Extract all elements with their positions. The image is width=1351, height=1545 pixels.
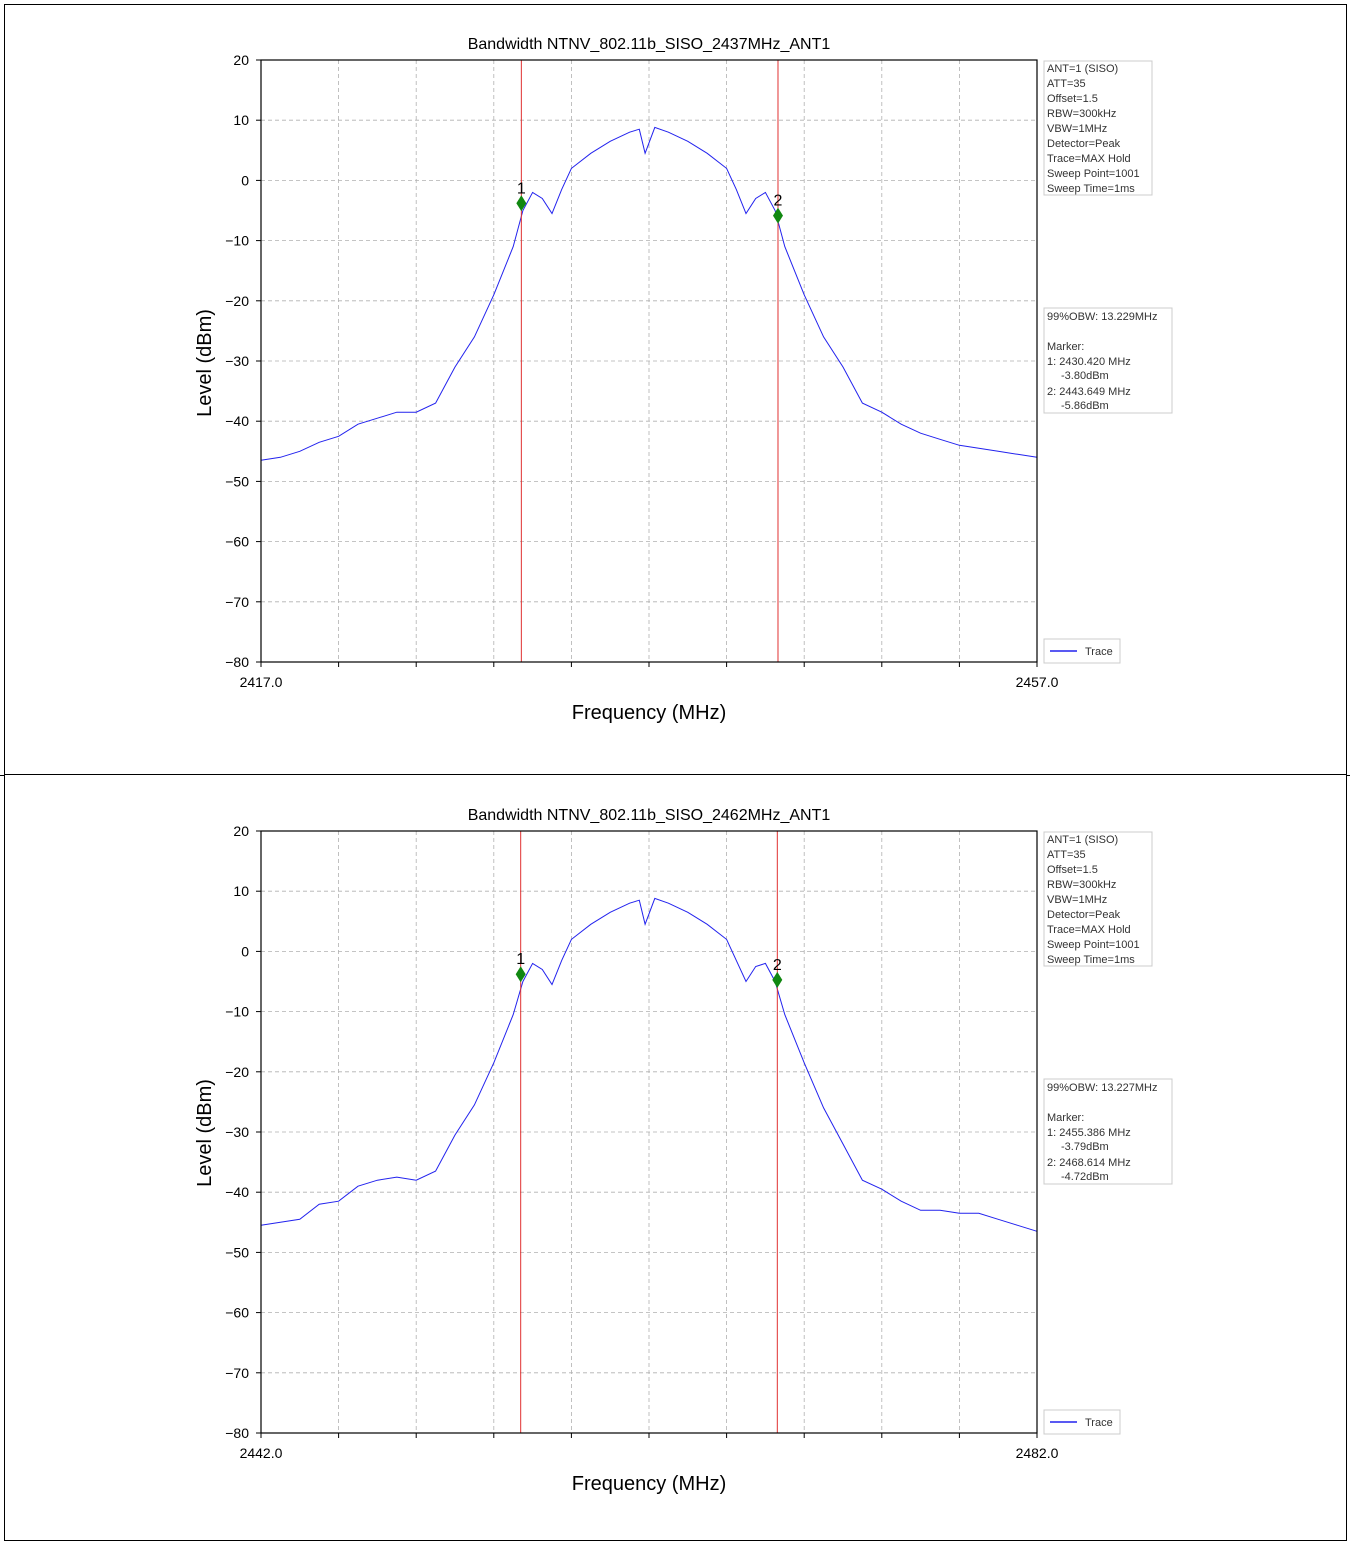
x-tick-label-start: 2442.0 (240, 1445, 283, 1461)
y-tick-label: −70 (225, 594, 249, 610)
y-tick-label: −80 (225, 654, 249, 670)
marker-1-freq: 1: 2430.420 MHz (1047, 356, 1131, 368)
marker-point-1 (515, 966, 526, 983)
settings-line: Sweep Point=1001 (1047, 168, 1140, 180)
x-axis-label: Frequency (MHz) (572, 1473, 726, 1495)
settings-line: Detector=Peak (1047, 138, 1121, 150)
y-tick-labels: 20 10 0 −10 −20 −30 −40 −50 −60 −70 −80 (225, 52, 249, 670)
bandwidth-chart-1: Bandwidth NTNV_802.11b_SISO_2437MHz_ANT1… (194, 36, 1173, 724)
y-tick-label: 10 (233, 883, 249, 899)
marker-point-2 (772, 971, 783, 988)
legend-box: Trace (1043, 1409, 1121, 1435)
x-tick-label-start: 2417.0 (240, 674, 283, 690)
trace-series (260, 126, 1038, 461)
marker-1-freq: 1: 2455.386 MHz (1047, 1127, 1131, 1139)
settings-line: Offset=1.5 (1047, 93, 1098, 105)
y-tick-label: −10 (225, 1004, 249, 1020)
y-tick-label: −40 (225, 413, 249, 429)
legend-label: Trace (1085, 1417, 1113, 1429)
y-tick-label: −60 (225, 534, 249, 550)
settings-line: Sweep Point=1001 (1047, 939, 1140, 951)
y-axis-label: Level (dBm) (194, 309, 216, 417)
settings-line: ATT=35 (1047, 849, 1086, 861)
y-tick-label: −80 (225, 1425, 249, 1441)
marker-heading: Marker: (1047, 1112, 1084, 1124)
obw-box: 99%OBW: 13.227MHz Marker: 1: 2455.386 MH… (1043, 1078, 1173, 1185)
settings-line: Sweep Time=1ms (1047, 183, 1135, 195)
marker-2-level: -5.86dBm (1061, 400, 1109, 412)
settings-line: VBW=1MHz (1047, 894, 1107, 906)
trace-series (260, 897, 1038, 1232)
y-tick-label: −50 (225, 1244, 249, 1260)
marker-label-1: 1 (517, 180, 526, 197)
x-axis-label: Frequency (MHz) (572, 702, 726, 724)
settings-line: Sweep Time=1ms (1047, 954, 1135, 966)
settings-box: ANT=1 (SISO) ATT=35 Offset=1.5 RBW=300kHz VB… (1043, 831, 1153, 967)
plot-frame (260, 830, 1038, 1434)
marker-point-2 (772, 207, 783, 224)
marker-2-freq: 2: 2443.649 MHz (1047, 386, 1131, 398)
y-tick-label: −30 (225, 353, 249, 369)
marker-heading: Marker: (1047, 341, 1084, 353)
legend-box: Trace (1043, 638, 1121, 664)
marker-label-2: 2 (774, 193, 783, 210)
bandwidth-chart-2: Bandwidth NTNV_802.11b_SISO_2462MHz_ANT1… (194, 807, 1173, 1495)
marker-1-level: -3.79dBm (1061, 1141, 1109, 1153)
marker-label-1: 1 (516, 951, 525, 968)
obw-box: 99%OBW: 13.229MHz Marker: 1: 2430.420 MH… (1043, 307, 1173, 414)
x-tick-label-end: 2482.0 (1016, 1445, 1059, 1461)
settings-line: ATT=35 (1047, 78, 1086, 90)
settings-line: RBW=300kHz (1047, 879, 1116, 891)
settings-line: Trace=MAX Hold (1047, 153, 1131, 165)
chart-title: Bandwidth NTNV_802.11b_SISO_2462MHz_ANT1 (468, 807, 831, 824)
grid-lines (256, 830, 1038, 1438)
y-tick-label: −20 (225, 293, 249, 309)
settings-line: Detector=Peak (1047, 909, 1121, 921)
y-tick-label: −60 (225, 1305, 249, 1321)
marker-label-2: 2 (773, 957, 782, 974)
y-tick-label: −30 (225, 1124, 249, 1140)
settings-line: Trace=MAX Hold (1047, 924, 1131, 936)
grid-lines (256, 59, 1038, 667)
y-tick-label: 10 (233, 112, 249, 128)
settings-box: ANT=1 (SISO) ATT=35 Offset=1.5 RBW=300kHz VB… (1043, 60, 1153, 196)
obw-text: 99%OBW: 13.227MHz (1047, 1082, 1157, 1094)
marker-1-level: -3.80dBm (1061, 370, 1109, 382)
y-tick-label: 0 (241, 172, 249, 188)
legend-label: Trace (1085, 646, 1113, 658)
y-tick-label: −10 (225, 233, 249, 249)
y-tick-label: −40 (225, 1184, 249, 1200)
settings-line: ANT=1 (SISO) (1047, 834, 1118, 846)
chart-panel-1: Bandwidth NTNV_802.11b_SISO_2437MHz_ANT1… (4, 4, 1347, 775)
x-tick-label-end: 2457.0 (1016, 674, 1059, 690)
marker-2-level: -4.72dBm (1061, 1171, 1109, 1183)
y-axis-label: Level (dBm) (194, 1079, 216, 1187)
y-tick-label: −70 (225, 1365, 249, 1381)
marker-group: 12 (516, 60, 783, 662)
obw-text: 99%OBW: 13.229MHz (1047, 311, 1157, 323)
settings-line: Offset=1.5 (1047, 864, 1098, 876)
trace-line (260, 897, 1038, 1232)
y-tick-label: −50 (225, 473, 249, 489)
settings-line: ANT=1 (SISO) (1047, 63, 1118, 75)
marker-2-freq: 2: 2468.614 MHz (1047, 1157, 1131, 1169)
y-tick-label: 0 (241, 943, 249, 959)
plot-frame (260, 59, 1038, 663)
settings-line: VBW=1MHz (1047, 123, 1107, 135)
settings-line: RBW=300kHz (1047, 108, 1116, 120)
chart-panel-2: Bandwidth NTNV_802.11b_SISO_2462MHz_ANT1… (4, 775, 1347, 1541)
trace-line (260, 126, 1038, 461)
y-tick-label: 20 (233, 823, 249, 839)
marker-point-1 (516, 195, 527, 212)
y-tick-label: 20 (233, 52, 249, 68)
y-tick-label: −20 (225, 1064, 249, 1080)
chart-title: Bandwidth NTNV_802.11b_SISO_2437MHz_ANT1 (468, 36, 831, 53)
y-tick-labels: 20 10 0 −10 −20 −30 −40 −50 −60 −70 −80 (225, 823, 249, 1441)
